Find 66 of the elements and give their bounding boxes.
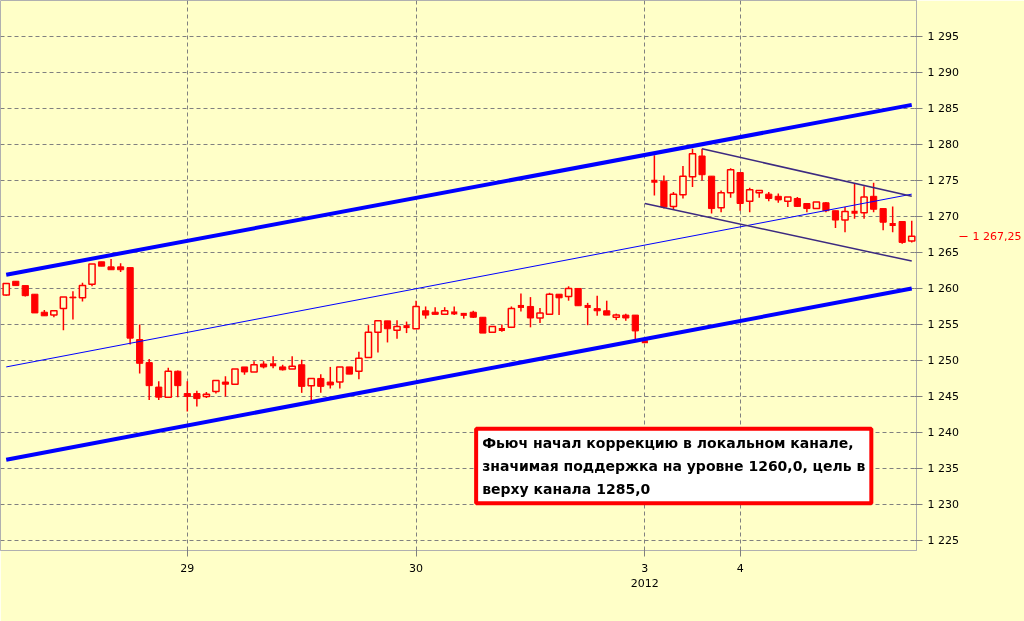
candlestick <box>307 377 316 402</box>
x-tick-label: 30 <box>409 561 424 575</box>
y-tick-label: 1 285 <box>927 101 959 115</box>
candlestick <box>335 366 344 390</box>
y-tick-label: 1 290 <box>927 65 959 79</box>
candlestick <box>726 167 735 199</box>
x-tick-label: 4 <box>736 561 744 575</box>
candlestick <box>270 355 278 370</box>
candlestick <box>355 351 363 380</box>
candlestick <box>69 290 77 321</box>
candlestick <box>651 154 658 197</box>
y-tick-label: 1 240 <box>927 425 959 439</box>
candlestick <box>555 293 563 316</box>
candlestick <box>136 323 144 375</box>
candlestick <box>221 375 230 398</box>
candlestick <box>374 320 382 354</box>
annotation: Фьюч начал коррекцию в локальном канале, значимая поддержка на уровне 1260,0, цель в верху канала 1285,0 <box>482 434 866 498</box>
candlestick <box>393 319 401 340</box>
candlestick <box>317 373 325 394</box>
candlestick <box>78 281 87 303</box>
candlestick <box>383 320 392 344</box>
candlestick <box>451 305 458 316</box>
candlestick <box>841 206 849 234</box>
candlestick <box>298 358 306 394</box>
candlestick <box>326 366 334 390</box>
candlestick <box>860 185 868 220</box>
candlestick <box>631 314 639 341</box>
candlestick <box>717 189 725 213</box>
y-tick-label: 1 295 <box>927 29 959 43</box>
candlestick <box>584 302 591 326</box>
candlestick <box>431 306 439 316</box>
candlestick <box>679 165 687 200</box>
candlestick <box>155 380 163 401</box>
candlestick <box>497 323 505 333</box>
x-tick-label: 29 <box>180 561 195 575</box>
candlestick <box>688 148 697 188</box>
y-tick-label: 1 245 <box>927 389 959 403</box>
y-tick-label: 1 265 <box>927 245 959 259</box>
candlestick <box>851 183 858 220</box>
y-tick-label: 1 275 <box>927 173 959 187</box>
candlestick <box>516 292 525 313</box>
y-tick-label: 1 255 <box>927 317 959 331</box>
text: 1 267,25 <box>972 229 1022 243</box>
candlestick <box>526 296 535 329</box>
y-tick-label: 1 225 <box>927 533 959 547</box>
y-tick-label: 1 250 <box>927 353 959 367</box>
candlestick <box>412 299 420 330</box>
candlestick <box>698 148 706 182</box>
candlestick <box>898 220 906 245</box>
candlestick <box>593 294 601 317</box>
y-tick-label: 1 280 <box>927 137 959 151</box>
y-tick-label: 1 270 <box>927 209 959 223</box>
candlestick <box>174 369 182 398</box>
candlestick <box>183 380 191 413</box>
x-tick-label: 3 <box>641 561 649 575</box>
y-tick-label: 1 260 <box>927 281 959 295</box>
y-tick-label: 1 235 <box>927 461 959 475</box>
candlestick <box>59 296 68 331</box>
candlestick <box>889 205 896 234</box>
candlestick <box>88 263 96 288</box>
candlestick <box>31 293 39 314</box>
y-tick-label: 1 230 <box>927 497 959 511</box>
candlestick <box>288 355 297 370</box>
candlestick <box>145 358 153 401</box>
candlestick <box>879 207 887 231</box>
text: 2012 <box>630 577 659 591</box>
